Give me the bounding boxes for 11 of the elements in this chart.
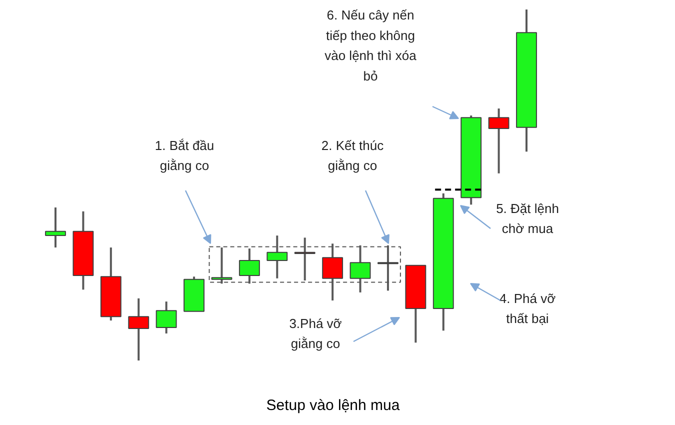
annotation: 6. Nếu cây nến tiếp theo không vào lệnh thì xóa bỏ [324,8,418,84]
text: Setup vào lệnh mua [266,397,400,414]
annotation: 2. Kết thúc giằng co [321,138,384,174]
candlestick [488,107,510,174]
candlestick [128,297,150,362]
annotation: 1. Bắt đầu giằng co [154,138,214,174]
candlestick [45,206,66,248]
candlestick [156,300,177,334]
annotation: 4. Phá vỡ thất bại [499,290,556,326]
annotation: 5. Đặt lệnh chờ mua [496,200,559,236]
annotation: 3.Phá vỡ giằng co [289,316,342,352]
